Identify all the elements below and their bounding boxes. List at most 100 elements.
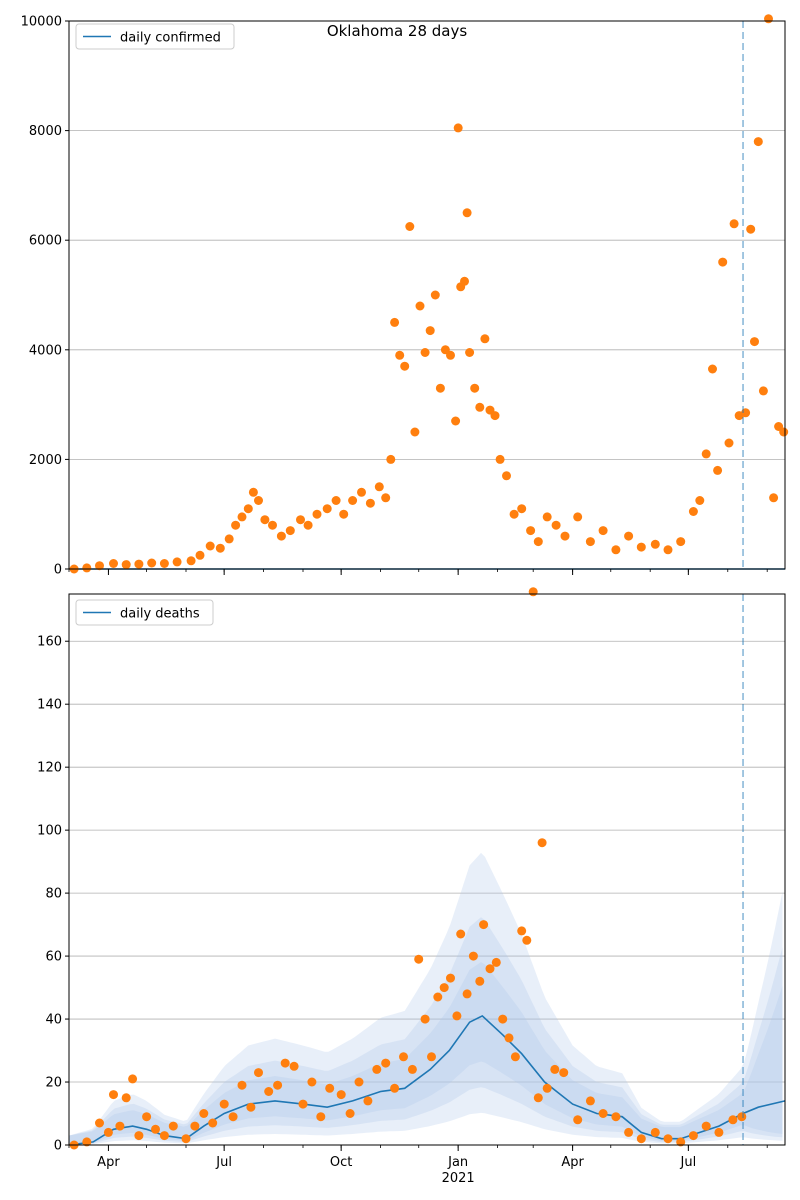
deaths-observed-point [714, 1127, 724, 1137]
deaths-observed-point [345, 1109, 355, 1118]
confirmed-observed-point [435, 383, 445, 393]
deaths-observed-point [142, 1112, 152, 1122]
deaths-observed-point [737, 1112, 747, 1122]
deaths-observed-point [151, 1124, 160, 1134]
deaths-observed-point [517, 926, 527, 936]
confirmed-observed-point [331, 496, 341, 505]
deaths-observed-point [452, 1011, 462, 1021]
confirmed-observed-point [322, 504, 332, 514]
confirmed-observed-point [215, 543, 225, 553]
deaths-observed-point [462, 989, 472, 999]
confirmed-observed-point [490, 411, 500, 421]
confirmed-observed-point [453, 123, 463, 133]
confirmed-observed-point [415, 301, 425, 311]
confirmed-observed-point [430, 290, 440, 300]
confirmed-observed-point [663, 545, 673, 555]
deaths-observed-point [325, 1083, 335, 1093]
confirmed-axes-frame [68, 20, 786, 570]
deaths-observed-point [298, 1099, 308, 1109]
deaths-observed-point [264, 1087, 274, 1096]
deaths-observed-point [701, 1121, 711, 1131]
deaths-observed-point [254, 1068, 263, 1078]
deaths-y-tick-label: 20 [45, 1076, 62, 1091]
deaths-x-year-label: 2021 [442, 1171, 475, 1186]
deaths-uncertainty-band [69, 852, 783, 1145]
deaths-y-tick-label: 60 [45, 950, 62, 965]
confirmed-observed-point [224, 534, 234, 544]
confirmed-observed-point [312, 509, 322, 519]
confirmed-observed-point [285, 526, 295, 536]
deaths-observed-point [336, 1090, 346, 1100]
deaths-observed-point [228, 1112, 238, 1122]
deaths-observed-point [504, 1033, 514, 1043]
confirmed-y-tick-label: 6000 [29, 234, 62, 249]
deaths-observed-point [485, 964, 495, 974]
confirmed-panel: 0 2000 4000 6000 8000 10000 daily confirmed O… [21, 14, 789, 578]
confirmed-observed-point [560, 531, 570, 541]
confirmed-observed-point [718, 257, 728, 267]
deaths-x-tick-label: Jul [215, 1155, 232, 1170]
deaths-uncertainty-bands [69, 852, 783, 1145]
deaths-observed-point [427, 1052, 436, 1062]
confirmed-observed-point [357, 487, 366, 497]
deaths-observed-point [121, 1093, 131, 1103]
confirmed-observed-point [186, 556, 196, 566]
deaths-observed-point [533, 1093, 543, 1103]
confirmed-observed-point [470, 383, 480, 393]
deaths-observed-point [390, 1083, 400, 1093]
confirmed-legend: daily confirmed [75, 23, 235, 50]
deaths-gridlines [69, 640, 785, 1146]
deaths-x-tick-label: Jan [447, 1155, 468, 1170]
confirmed-observed-point [365, 498, 375, 508]
confirmed-legend-label: daily confirmed [120, 31, 221, 46]
deaths-observed-point [128, 1074, 138, 1084]
deaths-observed-point [528, 587, 538, 597]
confirmed-observed-point [585, 537, 595, 547]
confirmed-observed-point [296, 515, 305, 525]
deaths-observed-point [542, 1083, 552, 1093]
deaths-observed-point [115, 1121, 125, 1131]
confirmed-observed-point [701, 449, 711, 459]
confirmed-observed-point [339, 509, 349, 519]
confirmed-observed-point [708, 364, 717, 374]
confirmed-observed-point [475, 402, 485, 412]
deaths-uncertainty-band [69, 917, 783, 1145]
confirmed-observed-point [695, 496, 705, 505]
confirmed-observed-point [205, 541, 215, 551]
confirmed-observed-point [425, 326, 435, 336]
confirmed-y-tick-label: 0 [54, 563, 62, 578]
confirmed-observed-point [147, 558, 157, 568]
deaths-observed-point [650, 1127, 660, 1137]
chart-title: Oklahoma 28 days [327, 22, 468, 40]
deaths-observed-point [208, 1118, 218, 1128]
deaths-observed-point [381, 1058, 391, 1068]
deaths-observed-point [273, 1080, 283, 1090]
confirmed-observed-point [451, 416, 461, 426]
deaths-x-tick-label: Oct [330, 1155, 352, 1170]
confirmed-observed-point [509, 509, 519, 519]
confirmed-observed-point [268, 520, 277, 530]
confirmed-observed-point [724, 438, 734, 448]
deaths-y-tick-label: 140 [37, 698, 62, 713]
deaths-observed-point [663, 1134, 673, 1144]
confirmed-observed-point [121, 560, 131, 570]
confirmed-observed-point [303, 520, 313, 530]
deaths-observed-point [159, 1131, 169, 1141]
confirmed-observed-point [758, 386, 768, 396]
deaths-observed-point [688, 1131, 698, 1141]
confirmed-observed-point [729, 219, 739, 229]
deaths-observed-point [103, 1127, 113, 1137]
confirmed-observed-point [374, 482, 384, 492]
deaths-observed-point [363, 1096, 373, 1106]
confirmed-observed-point [517, 504, 527, 514]
deaths-observed-point [316, 1112, 326, 1122]
deaths-legend-label: daily deaths [120, 607, 200, 622]
confirmed-observed-point [446, 350, 455, 360]
deaths-uncertainty-band [69, 962, 783, 1145]
confirmed-x-ticks [68, 569, 768, 575]
confirmed-observed-point [542, 512, 552, 522]
confirmed-observed-point [533, 537, 543, 547]
deaths-x-tick-label: Apr [561, 1155, 584, 1170]
confirmed-observed-point [636, 542, 646, 552]
deaths-observed-point [95, 1118, 104, 1128]
